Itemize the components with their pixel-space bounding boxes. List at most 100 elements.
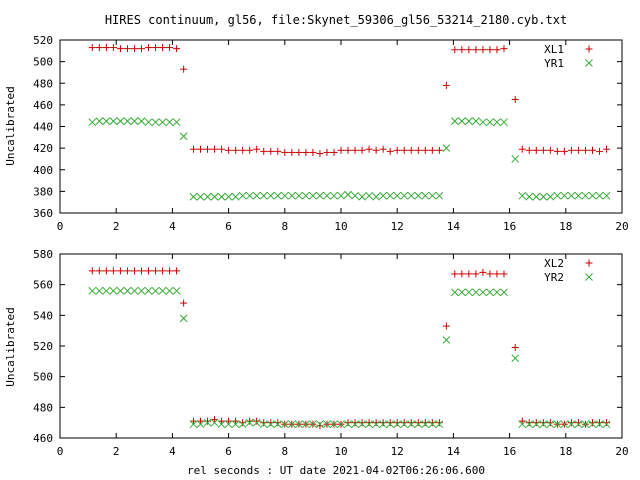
x-tick-label: 6 [225,220,232,233]
data-point [123,286,132,295]
data-point [546,420,555,429]
data-point [457,288,466,297]
y-tick-label: 400 [33,164,53,177]
data-point [421,419,429,427]
data-point [560,191,569,200]
data-point [172,118,181,127]
x-tick-label: 4 [169,445,176,458]
data-point [525,192,534,201]
legend-label: YR2 [544,271,564,284]
data-point [400,419,408,427]
data-point [603,419,611,427]
legend-label: XL2 [544,257,564,270]
data-point [173,267,181,275]
data-point [95,267,103,275]
data-point [172,286,181,295]
data-point [442,144,451,152]
data-point [435,419,443,427]
data-point [421,146,429,154]
data-point [400,146,408,154]
x-tick-label: 8 [281,220,288,233]
data-point [588,191,597,200]
data-point [196,192,205,201]
data-point [472,46,480,54]
data-point [109,117,118,125]
data-point [159,267,167,275]
data-point [511,354,520,363]
data-point [123,117,132,125]
data-point [130,267,138,275]
data-point [386,191,395,200]
data-point [109,44,117,52]
data-point [287,420,296,429]
legend-marker [585,273,593,281]
data-point [457,117,466,125]
data-point [603,145,611,153]
data-point [294,420,303,429]
data-point [246,417,254,425]
data-point [217,420,226,429]
x-tick-label: 20 [615,220,628,233]
data-point [472,288,480,297]
data-point [151,286,160,295]
data-point [546,192,555,201]
data-point [567,146,575,154]
data-point [109,267,117,275]
data-point [451,46,459,54]
data-point [152,267,160,275]
data-point [393,419,401,427]
data-point [165,286,174,295]
data-point [109,286,118,295]
data-point [253,417,261,425]
data-point [532,146,540,154]
data-point [130,45,138,53]
data-point [102,286,111,295]
data-point [158,286,167,295]
y-tick-label: 460 [33,432,53,445]
data-point [435,146,443,154]
data-point [316,420,324,429]
data-point [337,146,345,154]
data-point [532,420,541,429]
data-point [152,44,160,52]
data-point [351,419,359,427]
y-tick-label: 540 [33,309,53,322]
x-tick-label: 18 [559,445,572,458]
y-tick-label: 380 [33,185,53,198]
data-point [145,44,153,52]
data-point [116,267,124,275]
data-point [442,336,451,344]
data-point [287,191,296,200]
data-point [486,118,494,127]
data-point [479,118,487,127]
data-point [302,420,310,429]
data-point [238,420,247,429]
data-point [379,419,387,427]
data-point [197,417,204,425]
data-point [511,344,519,352]
data-point [88,286,97,295]
data-point [588,146,596,154]
data-point [95,44,103,52]
data-point [211,145,219,153]
data-point [428,146,436,154]
data-point [144,118,153,127]
data-point [372,146,380,154]
data-point [574,146,582,154]
data-point [323,191,331,200]
data-point [428,420,437,429]
data-point [493,118,501,127]
data-point [137,267,145,275]
data-point [211,416,219,424]
data-point [231,192,240,201]
x-tick-label: 10 [334,220,347,233]
data-point [588,419,596,427]
data-point [280,420,289,429]
data-point [210,192,219,201]
data-point [330,420,338,429]
data-point [595,191,604,200]
data-point [179,314,188,323]
data-point [479,46,487,54]
data-point [458,46,466,54]
data-point [393,420,402,429]
